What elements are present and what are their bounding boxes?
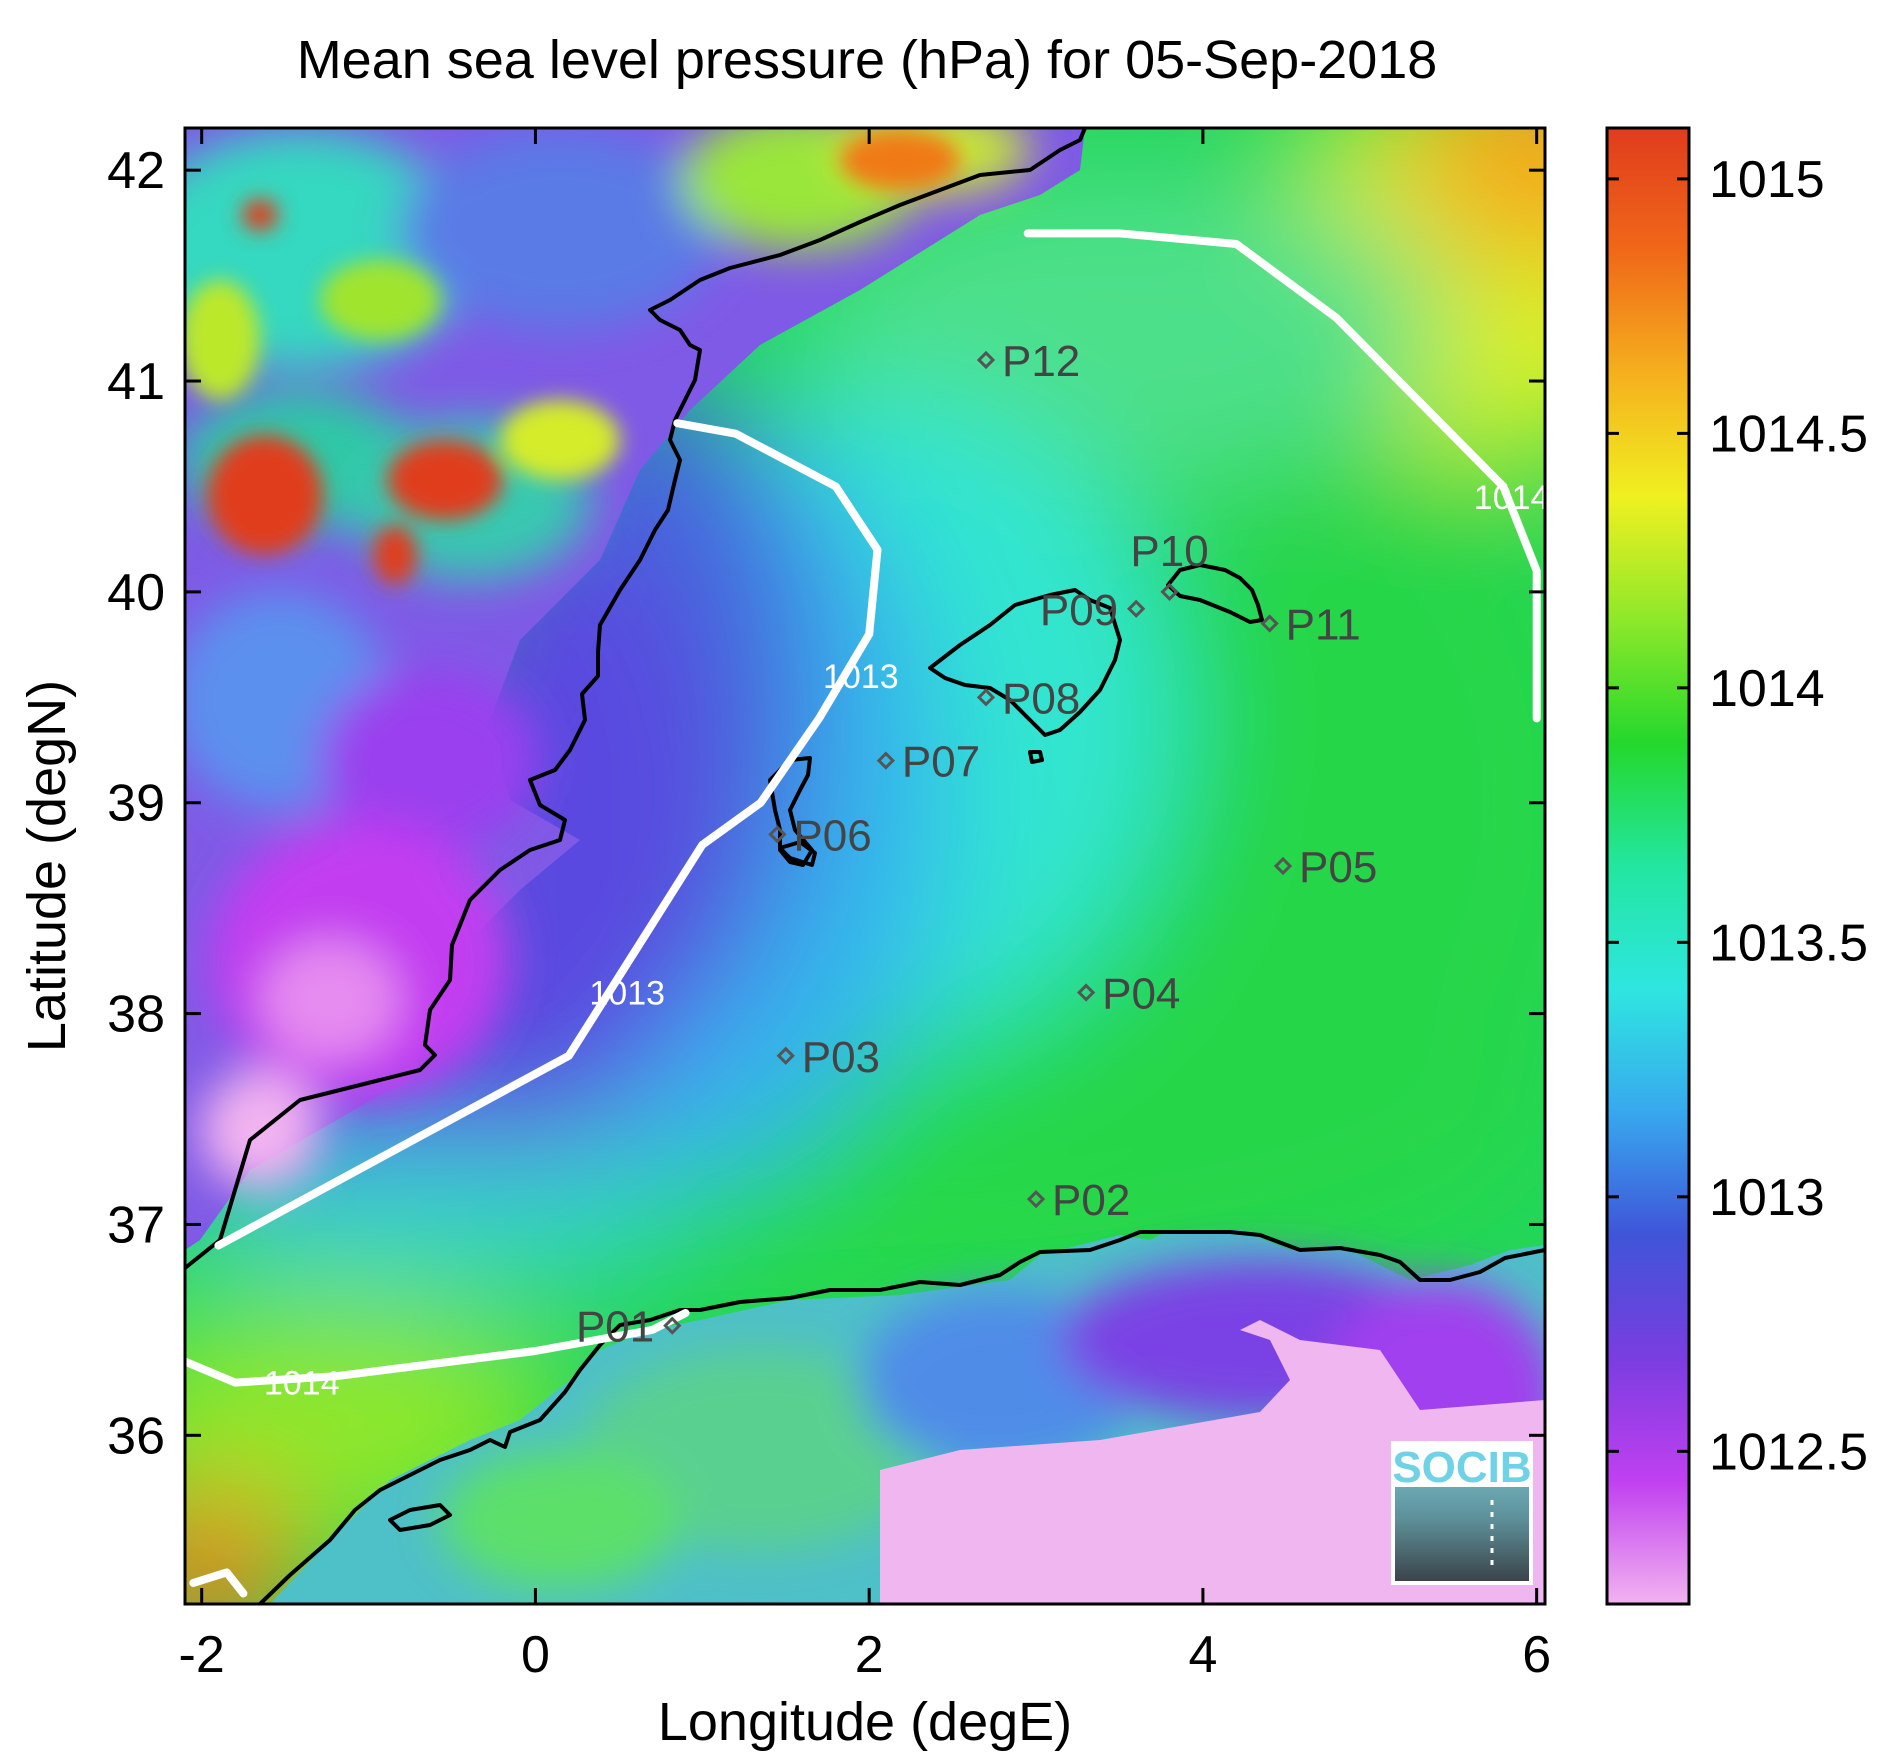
y-tick-label: 41: [107, 353, 165, 411]
station-marker: [1160, 582, 1179, 602]
coastline-africa: [258, 1230, 1545, 1604]
station-label: P12: [1002, 337, 1080, 386]
colorbar-tick-label: 1012.5: [1709, 1423, 1868, 1481]
contour-line: [214, 419, 882, 1250]
y-axis: 36 37 38 39 40 41 42: [107, 142, 1545, 1465]
station-marker: [976, 350, 996, 370]
chart-title: Mean sea level pressure (hPa) for 05-Sep…: [297, 30, 1438, 90]
coastline-cabrera: [1028, 750, 1044, 764]
station-label: P01: [576, 1303, 654, 1352]
contour-lines: [185, 229, 1541, 1598]
station-label: P03: [802, 1033, 880, 1082]
x-axis-label: Longitude (degE): [658, 1692, 1072, 1752]
y-axis-label: Latitude (degN): [17, 680, 77, 1052]
colorbar-gradient: [1607, 128, 1689, 1604]
coastline-iberia: [185, 128, 1087, 1270]
station-marker: [1127, 599, 1146, 618]
station-marker: [663, 1316, 682, 1335]
station-label: P08: [1002, 674, 1080, 723]
contour-label: 1013: [823, 658, 899, 696]
plot-frame: [183, 126, 1547, 1606]
colorbar-tick-label: 1013: [1709, 1169, 1825, 1227]
station-label: P06: [793, 811, 871, 860]
x-tick-label: 6: [1522, 1626, 1551, 1684]
socib-logo-header: [1395, 1445, 1529, 1487]
station-label: P11: [1286, 601, 1361, 650]
colorbar-frame: [1605, 126, 1691, 1606]
contour-label: 1013: [589, 975, 665, 1013]
y-tick-label: 36: [107, 1407, 165, 1465]
y-tick-label: 39: [107, 775, 165, 833]
station-marker: [768, 825, 787, 844]
colorbar-tick-label: 1013.5: [1709, 914, 1868, 972]
station-marker: [1026, 1190, 1046, 1209]
x-axis: -2 0 2 4 6: [179, 128, 1551, 1684]
station-marker: [876, 751, 895, 770]
africa-low-pressure-area: [880, 1320, 1545, 1604]
coastline-menorca: [1166, 563, 1264, 624]
colorbar-tick-label: 1014: [1709, 660, 1825, 718]
y-tick-label: 38: [107, 986, 165, 1044]
coastline-mallorca: [928, 588, 1122, 737]
socib-logo: SOCIB: [1391, 1441, 1533, 1585]
pressure-field: [185, 128, 1545, 1604]
contour-line: [185, 1309, 690, 1387]
station-label: P05: [1299, 843, 1377, 892]
station-marker: [976, 688, 996, 707]
station-label: P07: [902, 738, 980, 787]
smooth-sea-field: [185, 128, 1545, 1604]
contour-line: [1023, 229, 1541, 723]
station-marker: [1273, 856, 1293, 876]
y-tick-label: 37: [107, 1196, 165, 1254]
contour-line: [189, 1568, 248, 1598]
iberia-mountain-highs: [185, 130, 960, 585]
x-tick-label: 0: [521, 1626, 550, 1684]
station-label: P09: [1040, 586, 1118, 635]
contour-labels: 1013 1013 1014 1014: [264, 479, 1549, 1403]
socib-logo-text: SOCIB: [1392, 1443, 1531, 1492]
coastline: [185, 128, 1545, 1604]
station-marker: [776, 1046, 795, 1065]
y-tick-label: 40: [107, 564, 165, 622]
coastline-formentera: [778, 840, 817, 867]
station-label: P02: [1052, 1176, 1130, 1225]
colorbar: 1012.5 1013 1013.5 1014 1014.5 1015: [1605, 126, 1868, 1606]
x-tick-label: -2: [179, 1626, 225, 1684]
coastline-alboran: [388, 1503, 452, 1532]
colorbar-tick-label: 1014.5: [1709, 405, 1868, 463]
station-marker: [1076, 983, 1096, 1002]
x-tick-label: 2: [855, 1626, 884, 1684]
colorbar-ticks: 1012.5 1013 1013.5 1014 1014.5 1015: [1607, 151, 1868, 1481]
contour-label: 1014: [264, 1365, 340, 1403]
station-label: P04: [1102, 970, 1180, 1019]
x-tick-label: 4: [1188, 1626, 1217, 1684]
colorbar-tick-label: 1015: [1709, 151, 1825, 209]
station-marker: [1260, 614, 1279, 633]
contour-label: 1014: [1474, 479, 1550, 517]
y-tick-label: 42: [107, 142, 165, 200]
station-label: P10: [1130, 527, 1208, 576]
